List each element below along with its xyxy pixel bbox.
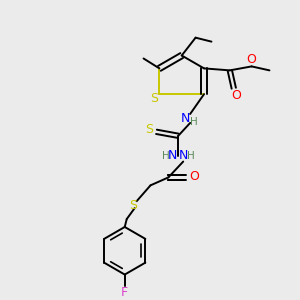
Text: N: N [168,149,177,162]
Text: S: S [150,92,158,105]
Text: N: N [178,149,188,162]
Text: O: O [231,89,241,102]
Text: F: F [121,286,128,299]
Text: H: H [190,117,198,127]
Text: N: N [181,112,190,125]
Text: O: O [189,170,199,183]
Text: H: H [187,151,195,160]
Text: S: S [129,199,137,212]
Text: H: H [161,151,169,160]
Text: O: O [247,53,256,66]
Text: S: S [146,123,154,136]
